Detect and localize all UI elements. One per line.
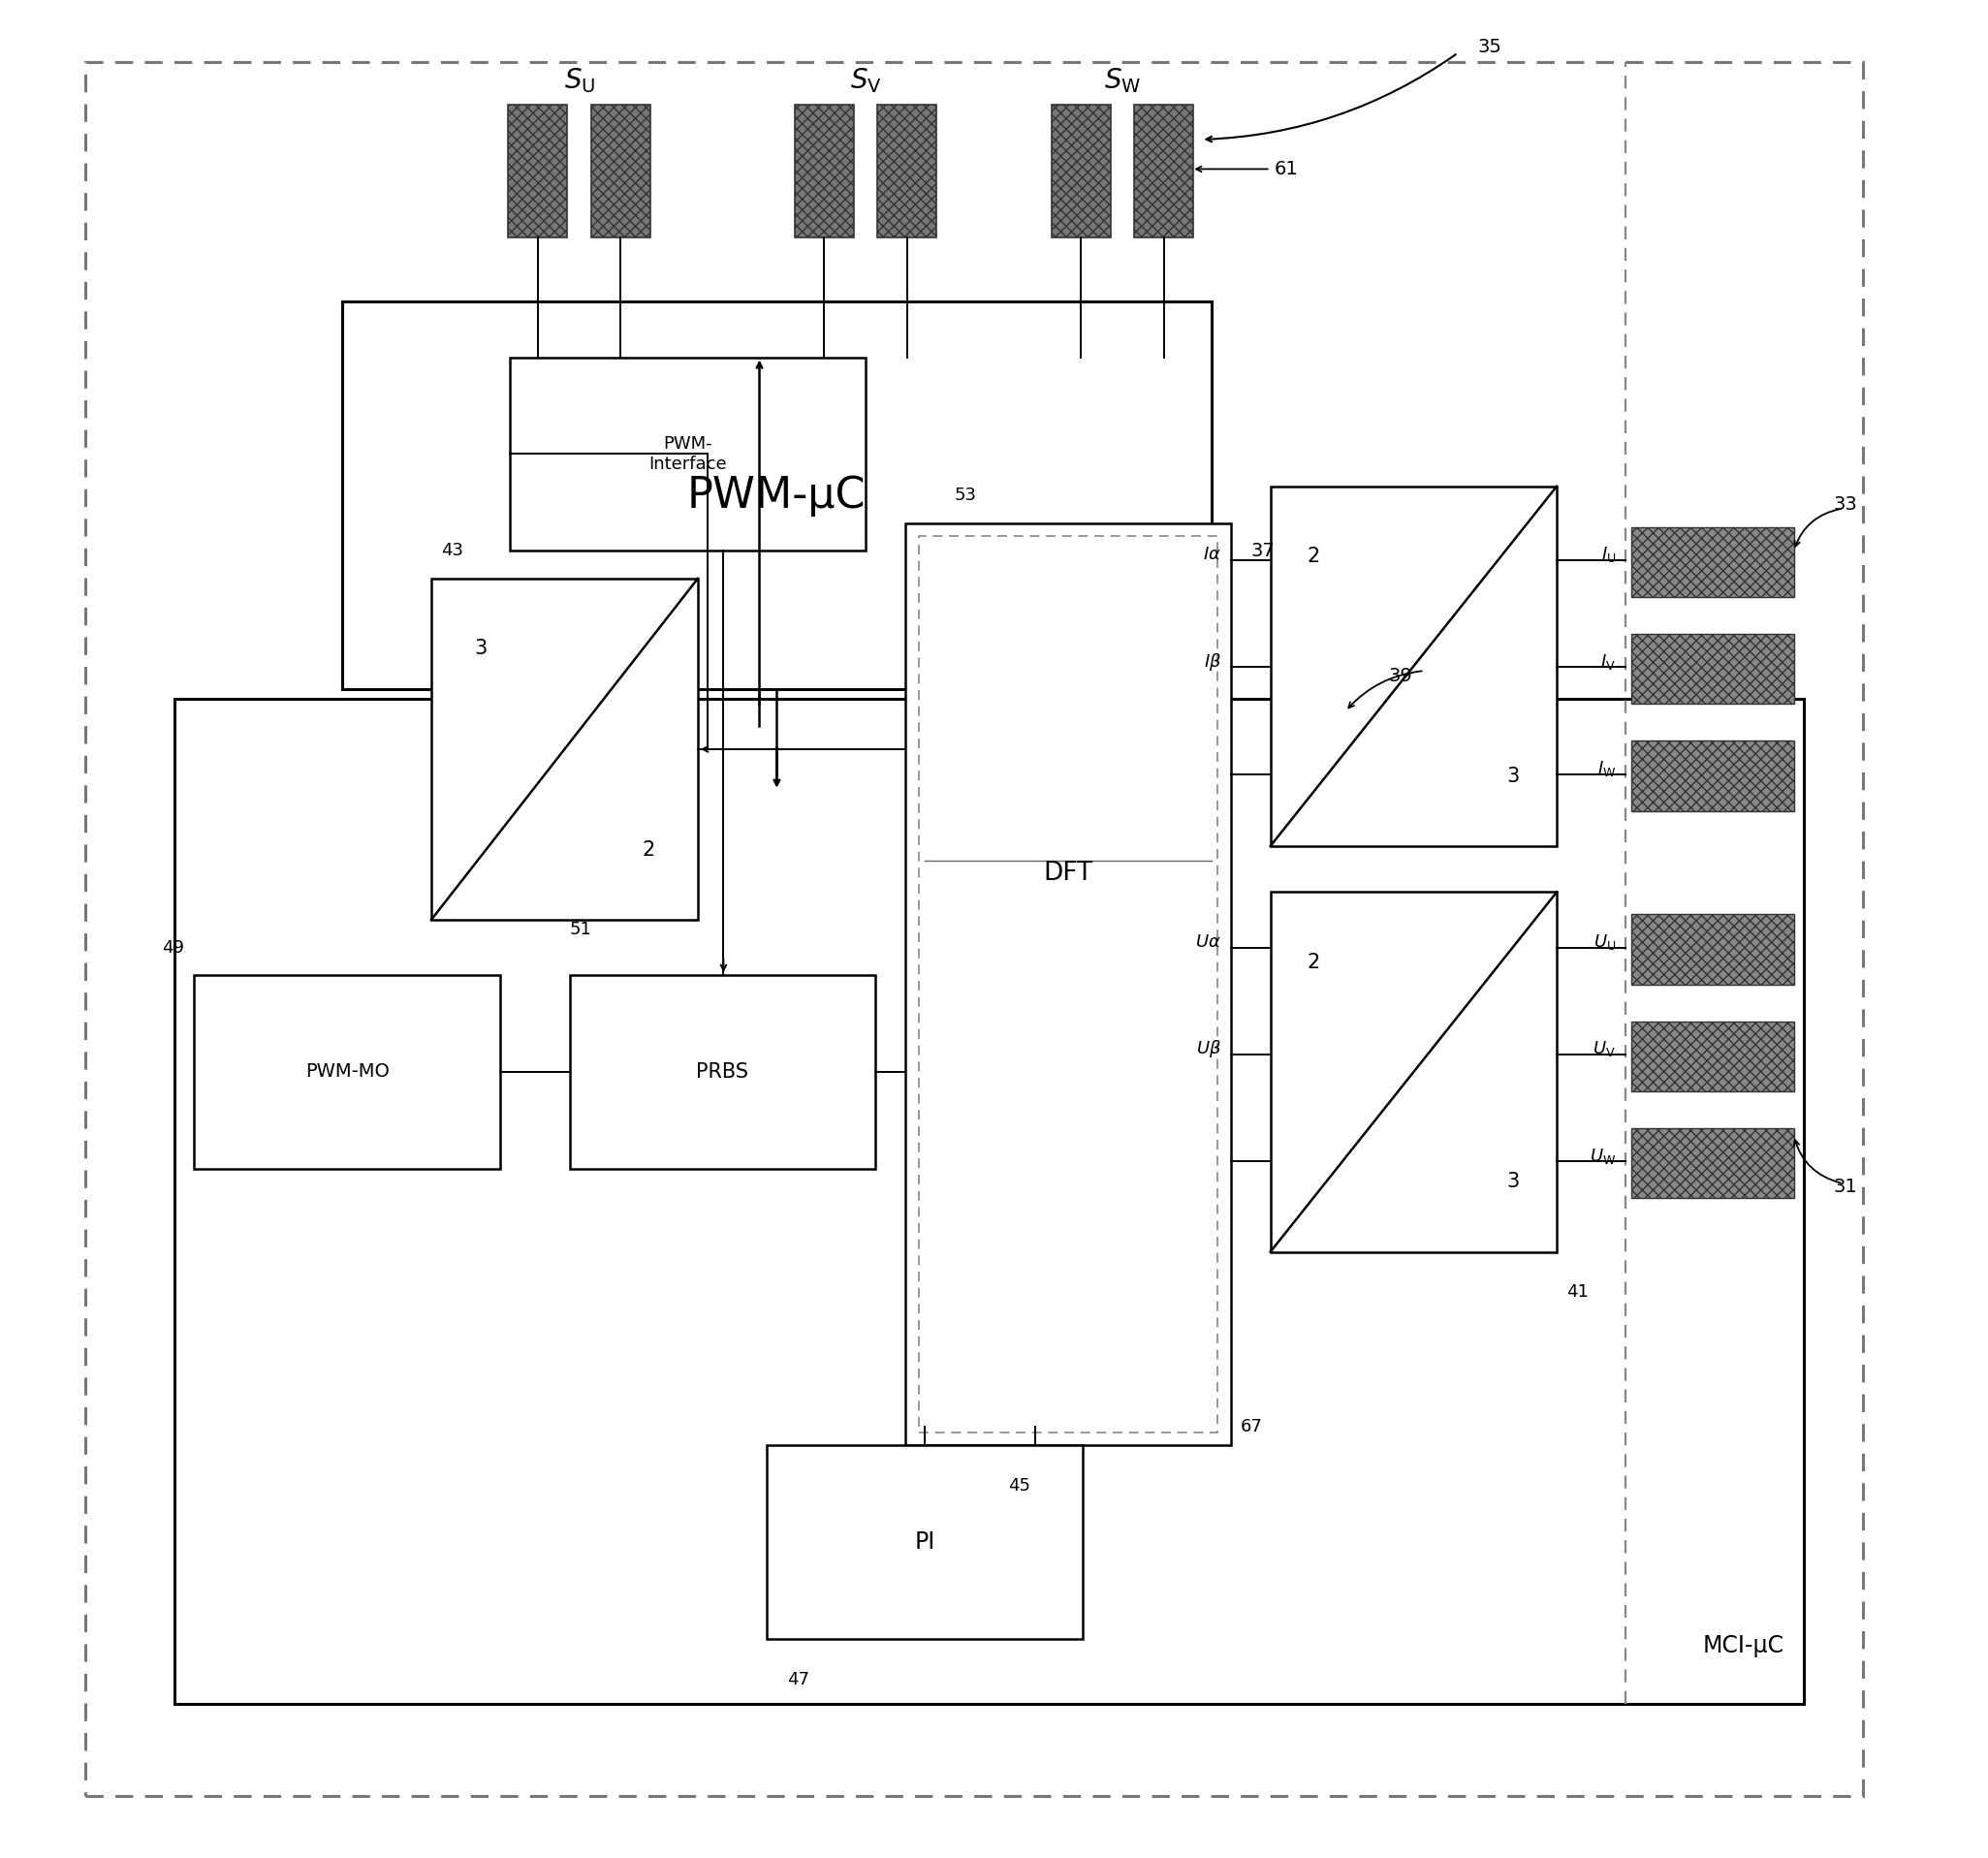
Text: 2: 2 (642, 840, 654, 860)
Bar (431, 578, 698, 920)
Text: $I_\mathrm{V}$: $I_\mathrm{V}$ (1600, 652, 1616, 671)
Text: 41: 41 (1567, 1284, 1588, 1301)
Bar (1632, 634, 1793, 704)
Text: 2: 2 (1308, 953, 1320, 972)
Text: $I_\mathrm{U}$: $I_\mathrm{U}$ (1600, 544, 1616, 565)
Bar (1632, 1022, 1793, 1091)
Bar (1135, 104, 1193, 238)
Bar (569, 975, 875, 1169)
Bar (905, 524, 1231, 1446)
Text: 61: 61 (1274, 160, 1298, 178)
Text: 2: 2 (1308, 546, 1320, 567)
Bar (795, 104, 853, 238)
Text: PRBS: PRBS (696, 1063, 749, 1081)
Bar (1632, 528, 1793, 596)
Text: 3: 3 (475, 639, 487, 658)
Bar (1632, 1128, 1793, 1198)
Text: DFT: DFT (1044, 860, 1093, 886)
Text: $U_\mathrm{V}$: $U_\mathrm{V}$ (1592, 1039, 1616, 1059)
Text: PWM-μC: PWM-μC (688, 474, 867, 517)
Bar (342, 301, 1211, 689)
Text: PWM-
Interface: PWM- Interface (648, 435, 728, 472)
Text: $I_\mathrm{W}$: $I_\mathrm{W}$ (1596, 758, 1616, 779)
Bar (918, 537, 1217, 1433)
Text: 49: 49 (163, 938, 185, 957)
Text: $U\alpha$: $U\alpha$ (1195, 933, 1221, 951)
Text: 33: 33 (1833, 496, 1857, 515)
Text: 3: 3 (1507, 1172, 1519, 1191)
Text: $U_\mathrm{W}$: $U_\mathrm{W}$ (1590, 1146, 1616, 1165)
Text: 67: 67 (1241, 1418, 1262, 1436)
Bar (877, 104, 936, 238)
Text: $I\alpha$: $I\alpha$ (1203, 546, 1221, 563)
Text: $S_\mathrm{U}$: $S_\mathrm{U}$ (565, 67, 594, 95)
Bar (590, 104, 650, 238)
Text: 35: 35 (1477, 39, 1501, 56)
Text: 53: 53 (954, 487, 976, 504)
Text: $I\beta$: $I\beta$ (1203, 650, 1221, 673)
Text: 31: 31 (1833, 1178, 1857, 1197)
Text: $S_\mathrm{V}$: $S_\mathrm{V}$ (849, 67, 881, 95)
Text: 37: 37 (1250, 543, 1274, 559)
Text: $U\beta$: $U\beta$ (1195, 1039, 1221, 1059)
Bar (1632, 741, 1793, 810)
Bar (509, 104, 567, 238)
Text: $U_\mathrm{U}$: $U_\mathrm{U}$ (1594, 933, 1616, 951)
Text: MCI-μC: MCI-μC (1702, 1635, 1783, 1657)
Bar (1632, 914, 1793, 985)
Bar (1270, 892, 1557, 1252)
Bar (1270, 487, 1557, 845)
Bar (767, 1446, 1083, 1639)
Text: 43: 43 (441, 543, 463, 559)
Text: PI: PI (914, 1531, 934, 1553)
Text: 3: 3 (1507, 765, 1519, 786)
Text: 51: 51 (569, 920, 592, 938)
Bar (1052, 104, 1111, 238)
Text: PWM-MO: PWM-MO (306, 1063, 390, 1081)
Bar (511, 357, 865, 550)
Text: 47: 47 (787, 1670, 809, 1689)
Text: $S_\mathrm{W}$: $S_\mathrm{W}$ (1103, 67, 1141, 95)
Bar (195, 975, 501, 1169)
Bar (175, 699, 1803, 1704)
Text: 39: 39 (1390, 667, 1413, 686)
Text: 45: 45 (1008, 1477, 1030, 1496)
